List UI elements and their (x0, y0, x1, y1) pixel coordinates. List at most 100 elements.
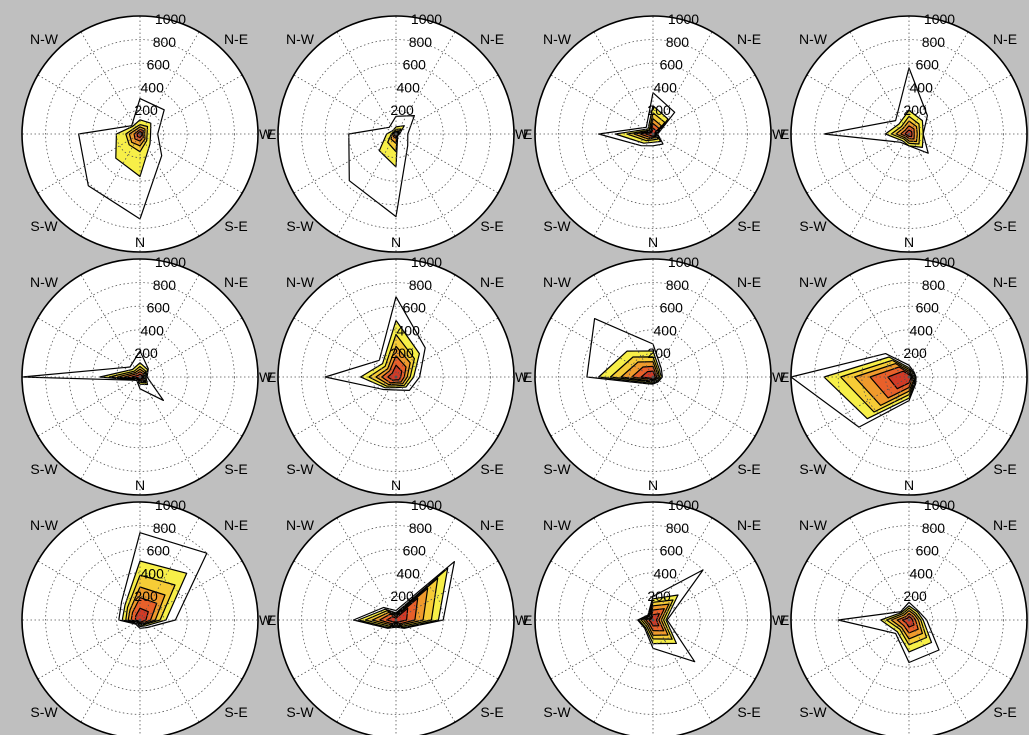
direction-label-se: S-E (480, 704, 503, 720)
radial-tick-label: 200 (647, 102, 671, 118)
radial-tick-label: 400 (910, 322, 934, 338)
panel-border (790, 15, 1028, 253)
direction-label-left: E (267, 612, 276, 628)
direction-label-nw: N-W (543, 274, 572, 290)
direction-label-nw: N-W (286, 274, 315, 290)
grid-ring (814, 282, 1004, 472)
panel-border (277, 501, 515, 735)
panel-border (21, 501, 259, 735)
grid-ring (348, 572, 444, 668)
radial-tick-label: 800 (666, 277, 690, 293)
direction-label-left: E (523, 369, 532, 385)
radial-tick-label: 200 (903, 345, 927, 361)
direction-label-se: S-E (993, 461, 1016, 477)
radial-tick-label: 1000 (155, 497, 186, 513)
grid-ring (629, 110, 678, 159)
grid-ring (581, 62, 725, 206)
direction-label-left: E (780, 612, 789, 628)
grid-ring (861, 572, 957, 668)
direction-label-sw: S-W (30, 218, 58, 234)
radial-tick-label: 400 (397, 79, 421, 95)
polar-panel-r2c4: 200 400 600 800 1000 N-W N-E S-W S-E N (790, 254, 1028, 496)
direction-label-se: S-E (737, 218, 760, 234)
direction-label-left: E (267, 369, 276, 385)
radial-tick-label: 400 (141, 79, 165, 95)
panel-border (21, 258, 259, 496)
grid-ring (371, 110, 420, 159)
radial-tick-label: 400 (654, 79, 678, 95)
direction-label-right: W (772, 369, 786, 385)
direction-label-se: S-E (737, 704, 760, 720)
polar-panel-r3c1: 200 400 600 800 1000 N-W N-E S-W S-E WE (21, 497, 276, 735)
grid-ring (629, 596, 678, 645)
direction-label-se: S-E (993, 704, 1016, 720)
direction-label-nw: N-W (30, 31, 59, 47)
radial-tick-label: 1000 (668, 254, 699, 270)
polar-panel-r2c1: 200 400 600 800 1000 N-W N-E S-W S-E WE N (21, 254, 276, 496)
radial-tick-label: 800 (153, 34, 177, 50)
direction-label-ne: N-E (737, 517, 761, 533)
grid-ring (837, 305, 981, 449)
direction-label-nw: N-W (286, 31, 315, 47)
radial-tick-label: 1000 (668, 11, 699, 27)
radial-tick-label: 200 (390, 588, 414, 604)
grid-ring (348, 329, 444, 425)
grid-ring (45, 282, 235, 472)
polar-panel-r3c3: 200 400 600 800 1000 N-W N-E S-W S-E WE (534, 497, 789, 735)
panel-border (534, 501, 772, 735)
radial-tick-label: 200 (647, 588, 671, 604)
radial-tick-label: 400 (654, 565, 678, 581)
radial-tick-label: 600 (147, 57, 171, 73)
grid-ring (558, 525, 748, 715)
direction-label-ne: N-E (993, 274, 1017, 290)
panel-border (277, 15, 515, 253)
radial-tick-label: 600 (916, 300, 940, 316)
grid-ring (581, 548, 725, 692)
grid-ring (68, 62, 212, 206)
grid-ring (301, 282, 491, 472)
direction-label-left: E (780, 369, 789, 385)
polar-panel-r1c1: 200 400 600 800 1000 N-W N-E S-W S-E WE N (21, 11, 276, 253)
grid-ring (861, 329, 957, 425)
direction-label-se: S-E (737, 461, 760, 477)
direction-label-ne: N-E (480, 31, 504, 47)
polar-panel-r2c3: 200 400 600 800 1000 N-W N-E S-W S-E WE N (534, 254, 789, 496)
grid-ring (45, 525, 235, 715)
direction-label-bottom: N (135, 477, 145, 493)
direction-label-bottom: N (135, 234, 145, 250)
radial-tick-label: 800 (409, 34, 433, 50)
radial-tick-label: 1000 (411, 254, 442, 270)
direction-label-se: S-E (224, 218, 247, 234)
radial-tick-label: 400 (910, 79, 934, 95)
direction-label-se: S-E (224, 461, 247, 477)
direction-label-bottom: N (391, 234, 401, 250)
grid-ring (116, 110, 165, 159)
radial-tick-label: 400 (397, 322, 421, 338)
grid-ring (301, 525, 491, 715)
grid-ring (92, 329, 188, 425)
direction-label-se: S-E (993, 218, 1016, 234)
direction-label-nw: N-W (286, 517, 315, 533)
direction-label-ne: N-E (480, 517, 504, 533)
grid-ring (885, 110, 934, 159)
polar-panel-r3c4: 200 400 600 800 1000 N-W N-E S-W S-E (790, 497, 1028, 735)
direction-label-right: W (259, 612, 273, 628)
direction-label-ne: N-E (993, 517, 1017, 533)
direction-label-left: E (267, 126, 276, 142)
panel-border (790, 501, 1028, 735)
grid-ring (116, 596, 165, 645)
radial-tick-label: 800 (409, 520, 433, 536)
radial-tick-label: 1000 (668, 497, 699, 513)
direction-label-sw: S-W (286, 461, 314, 477)
panel-border (21, 15, 259, 253)
radial-tick-label: 200 (903, 588, 927, 604)
grid-ring (68, 305, 212, 449)
direction-label-sw: S-W (286, 218, 314, 234)
grid-ring (371, 352, 420, 401)
radial-tick-label: 1000 (924, 497, 955, 513)
direction-label-left: E (523, 126, 532, 142)
radial-tick-label: 400 (910, 565, 934, 581)
direction-label-sw: S-W (799, 461, 827, 477)
radial-tick-label: 800 (922, 34, 946, 50)
